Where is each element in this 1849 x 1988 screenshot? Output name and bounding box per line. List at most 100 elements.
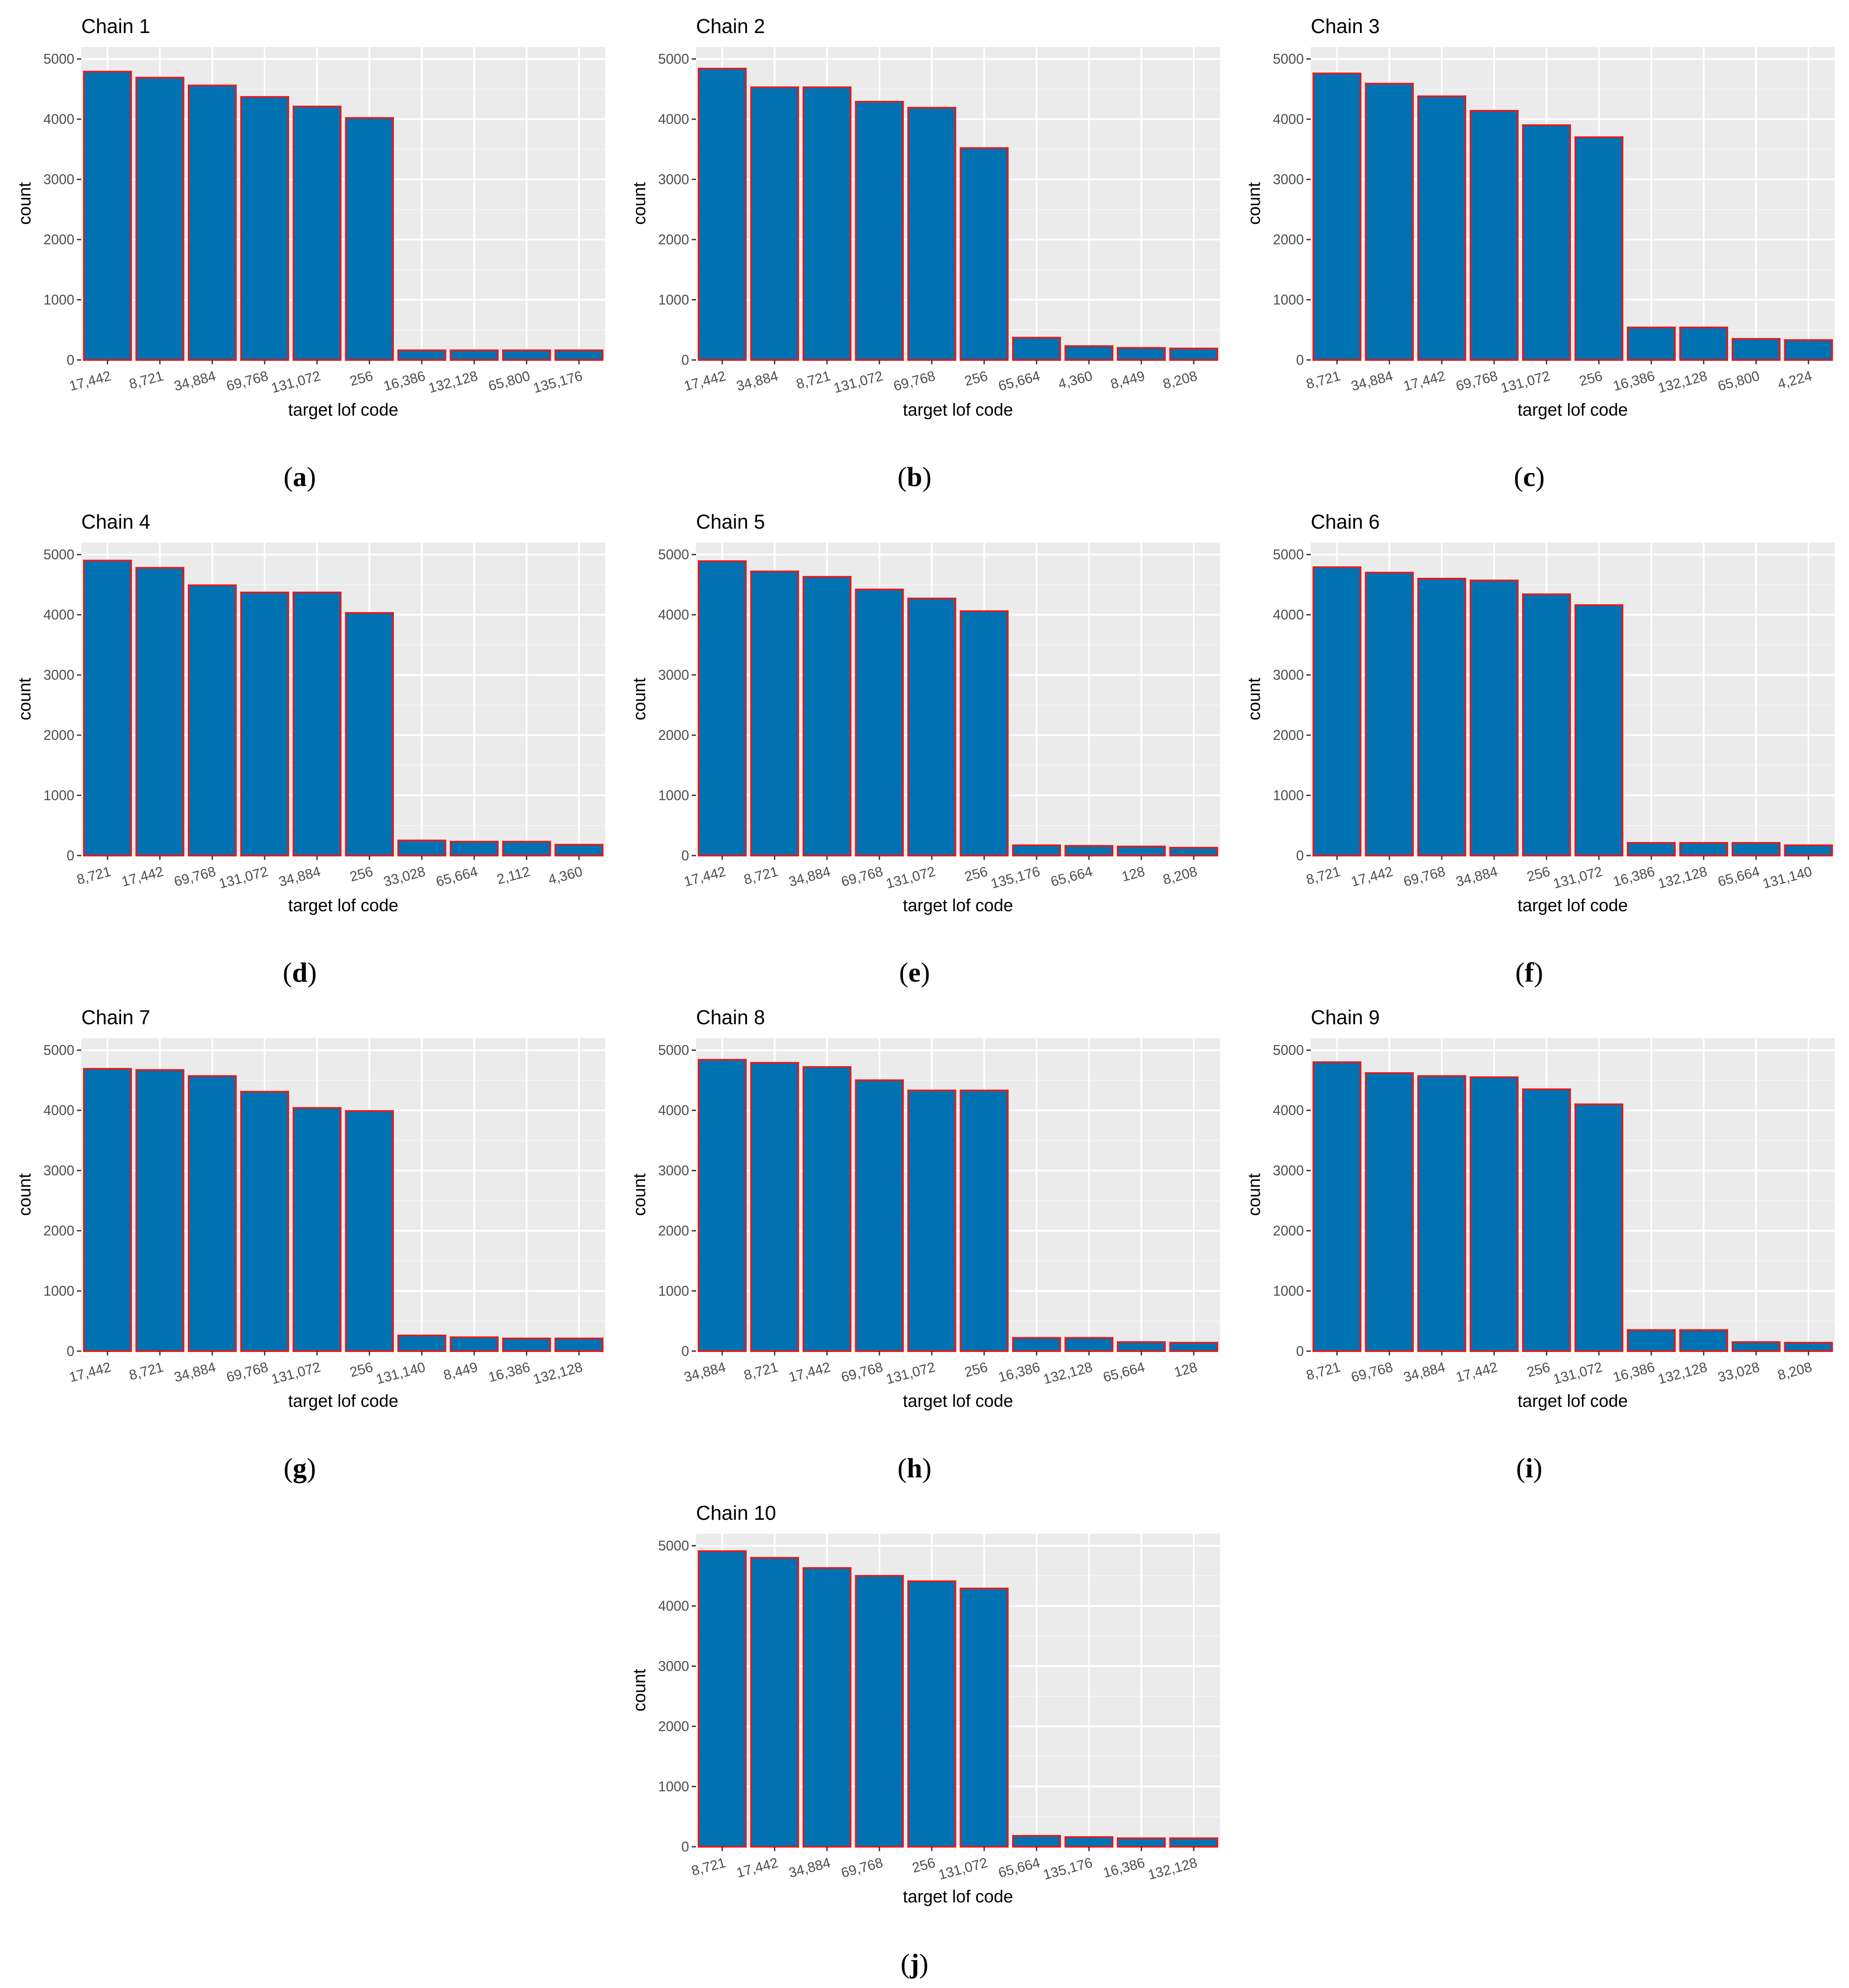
x-tick-label: 69,768 (1454, 368, 1499, 394)
chart-title: Chain 7 (81, 1006, 150, 1029)
bar-2112 (502, 841, 551, 857)
bar-4224 (1784, 339, 1833, 361)
x-tick-label: 16,386 (382, 368, 427, 394)
y-tick-label: 5000 (658, 51, 689, 67)
bar-69768 (1417, 578, 1466, 857)
x-tick-label: 132,128 (1656, 1359, 1709, 1387)
x-tick-label: 17,442 (1349, 863, 1395, 889)
bar-256 (907, 1580, 956, 1848)
x-axis-title: target lof code (903, 1392, 1013, 1411)
bar-17442 (1417, 95, 1466, 361)
x-tick-label: 16,386 (1611, 1359, 1656, 1385)
subfigure-label: (i) (1516, 1452, 1542, 1483)
y-tick-label: 4000 (658, 111, 689, 127)
y-tick-label: 1000 (1273, 292, 1304, 308)
x-tick-label: 17,442 (682, 368, 727, 394)
x-tick-label: 132,128 (1042, 1359, 1094, 1387)
x-tick-label: 33,028 (382, 863, 427, 889)
bar-131072 (1574, 1103, 1623, 1352)
y-tick-label: 1000 (43, 788, 74, 803)
y-tick-label: 2000 (658, 232, 689, 247)
y-tick-label: 1000 (658, 1779, 689, 1795)
x-tick-label: 128 (1173, 1359, 1199, 1380)
chart-panel-a: Chain 1 0 1000 2000 3000 4000 5000 17,442 8,721 3… (15, 15, 605, 492)
x-tick-label: 132,128 (1146, 1855, 1199, 1883)
bar-69768 (1469, 110, 1519, 361)
y-tick-label: 1000 (1273, 1283, 1304, 1299)
y-tick-label: 2000 (43, 727, 74, 743)
x-tick-label: 16,386 (996, 1359, 1042, 1385)
y-tick-label: 1000 (658, 1283, 689, 1299)
bar-17442 (750, 1557, 799, 1848)
x-tick-label: 16,386 (1611, 368, 1656, 394)
subfigure-label: (c) (1514, 461, 1545, 492)
x-axis-title: target lof code (903, 1887, 1013, 1906)
x-tick-label: 17,442 (120, 863, 165, 889)
x-tick-label: 256 (1525, 863, 1552, 885)
y-tick-label: 0 (681, 1839, 689, 1855)
x-tick-label: 65,664 (1049, 863, 1094, 889)
bar-17442 (83, 70, 132, 361)
bar-256 (959, 1089, 1009, 1352)
x-tick-label: 8,721 (1304, 368, 1342, 392)
bar-132128 (1679, 1329, 1728, 1352)
bar-8721 (803, 86, 852, 361)
bar-65800 (1732, 338, 1781, 361)
x-tick-label: 132,128 (427, 368, 480, 396)
y-tick-label: 5000 (43, 51, 74, 67)
x-tick-label: 131,072 (270, 1359, 322, 1387)
y-tick-label: 3000 (658, 1163, 689, 1179)
bar-131072 (907, 1089, 956, 1352)
bar-69768 (188, 584, 237, 857)
x-tick-label: 131,140 (1761, 863, 1814, 892)
y-tick-label: 1000 (43, 292, 74, 308)
x-tick-label: 69,768 (840, 1855, 885, 1881)
chart-panel-j: Chain 10 0 1000 2000 3000 4000 5000 8,721 17,442… (630, 1502, 1220, 1979)
subfigure-label: (b) (897, 461, 931, 492)
bar-69768 (907, 107, 956, 361)
x-tick-label: 132,128 (532, 1359, 584, 1387)
y-tick-label: 5000 (658, 1042, 689, 1058)
y-tick-label: 0 (1296, 1343, 1304, 1359)
bar-17442 (1469, 1076, 1519, 1352)
x-tick-label: 8,721 (1304, 1359, 1342, 1383)
x-tick-label: 34,884 (1349, 368, 1395, 394)
y-tick-label: 5000 (658, 1538, 689, 1554)
y-tick-label: 5000 (1273, 547, 1304, 563)
bar-17442 (803, 1066, 852, 1352)
subfigure-label: (e) (899, 957, 930, 988)
y-tick-label: 3000 (43, 1163, 74, 1179)
y-tick-label: 1000 (43, 1283, 74, 1299)
x-tick-label: 256 (1578, 368, 1604, 389)
x-tick-label: 4,224 (1776, 368, 1814, 392)
bar-256 (959, 147, 1009, 361)
chart-title: Chain 9 (1311, 1006, 1380, 1029)
bar-65664 (450, 841, 499, 857)
x-tick-label: 17,442 (787, 1359, 832, 1385)
bar-34884 (803, 576, 852, 856)
bar-132128 (1064, 1337, 1113, 1352)
x-axis-title: target lof code (288, 400, 399, 420)
chart-panel-b: Chain 2 0 1000 2000 3000 4000 5000 17,442 34,884… (630, 15, 1220, 492)
bar-17442 (135, 567, 184, 856)
y-tick-label: 5000 (1273, 1042, 1304, 1058)
x-tick-label: 131,072 (270, 368, 322, 396)
subfigure-label: (g) (283, 1452, 316, 1483)
y-tick-label: 0 (681, 352, 689, 368)
bar-8721 (83, 559, 132, 857)
y-tick-label: 0 (1296, 848, 1304, 863)
bar-34884 (293, 591, 342, 856)
subfigure-label: (h) (897, 1452, 931, 1483)
x-tick-label: 65,664 (434, 863, 480, 889)
x-tick-label: 65,664 (1716, 863, 1761, 889)
y-tick-label: 0 (1296, 352, 1304, 368)
bar-69768 (240, 96, 289, 361)
x-tick-label: 69,768 (840, 863, 885, 889)
bar-8208 (1169, 847, 1218, 856)
bar-34884 (188, 1075, 237, 1352)
x-tick-label: 131,072 (217, 863, 270, 892)
x-axis-title: target lof code (903, 400, 1013, 420)
y-tick-label: 5000 (43, 547, 74, 563)
x-tick-label: 34,884 (787, 863, 832, 889)
